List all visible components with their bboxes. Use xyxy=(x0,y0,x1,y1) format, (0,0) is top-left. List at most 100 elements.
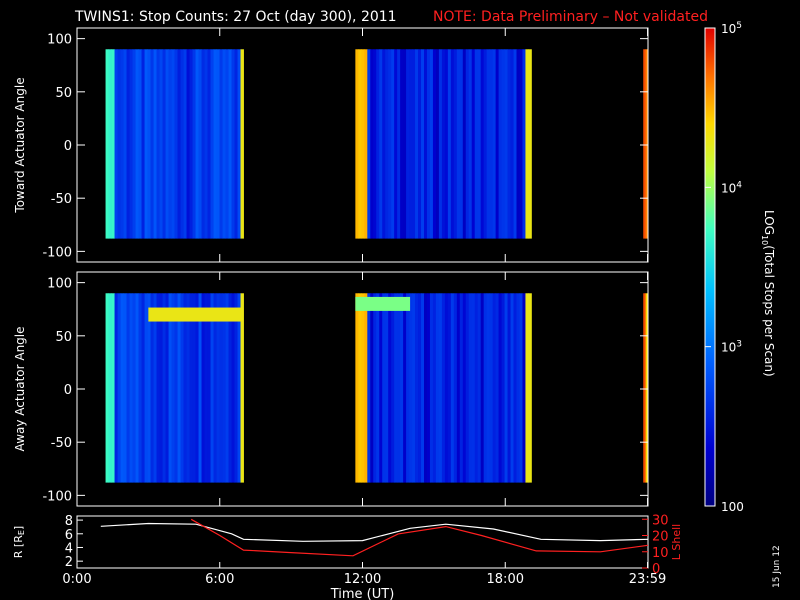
heatmap-column xyxy=(403,293,407,483)
heatmap-column xyxy=(480,49,485,239)
heatmap-column xyxy=(364,293,368,483)
heatmap-column xyxy=(379,293,383,483)
heatmap-column xyxy=(105,293,109,483)
right-tick-label: 0 xyxy=(652,562,660,577)
heatmap-column xyxy=(510,293,514,483)
heatmap-column xyxy=(400,293,404,483)
heatmap-column xyxy=(159,49,163,239)
heatmap-column xyxy=(234,49,238,239)
heatmap-column xyxy=(129,293,133,483)
y-tick-label: -100 xyxy=(42,245,72,260)
heatmap-column xyxy=(409,49,413,239)
heatmap-column xyxy=(204,293,208,483)
heatmap-column xyxy=(415,293,419,483)
heatmap-column xyxy=(424,49,428,239)
heatmap-column xyxy=(406,49,410,239)
heatmap-column xyxy=(129,49,133,239)
heatmap-column xyxy=(516,49,520,239)
left-tick-label: 2 xyxy=(65,555,73,570)
heatmap-column xyxy=(474,49,479,239)
heatmap-column xyxy=(468,293,473,483)
heatmap-column xyxy=(492,49,497,239)
heatmap-column xyxy=(459,49,464,239)
heatmap-column xyxy=(141,293,145,483)
heatmap-column xyxy=(489,49,494,239)
heatmap-column xyxy=(462,49,467,239)
heatmap-column xyxy=(643,49,647,239)
y-tick-label: 50 xyxy=(55,330,72,345)
heatmap-column xyxy=(483,293,488,483)
colorbar-label: LOG10(Total Stops per Scan) xyxy=(760,210,776,377)
heatmap-column xyxy=(147,293,151,483)
heatmap-column xyxy=(424,293,428,483)
heatmap-column xyxy=(165,49,169,239)
heatmap-column xyxy=(177,293,181,483)
heatmap-column xyxy=(174,293,178,483)
heatmap-column xyxy=(444,293,449,483)
heatmap-column xyxy=(525,293,529,483)
heatmap-column xyxy=(438,293,443,483)
heatmap-column xyxy=(225,293,229,483)
heatmap-column xyxy=(201,49,205,239)
heatmap-column xyxy=(228,49,232,239)
heatmap-column xyxy=(213,293,217,483)
away-panel: -100 -50 0 50 100 Away Actuator Angle xyxy=(13,271,649,507)
date-stamp: 15 Jun 12 xyxy=(772,545,782,588)
heatmap-column xyxy=(234,293,238,483)
heatmap-column xyxy=(459,293,464,483)
heatmap-column xyxy=(186,293,190,483)
heatmap-column xyxy=(159,293,163,483)
right-tick-label: 30 xyxy=(652,513,669,528)
heatmap-column xyxy=(162,49,166,239)
heatmap-column xyxy=(643,293,647,483)
heatmap-column xyxy=(429,49,434,239)
heatmap-column xyxy=(453,293,458,483)
heatmap-column xyxy=(135,49,139,239)
heatmap-column xyxy=(367,49,371,239)
heatmap-column xyxy=(132,49,136,239)
heatmap-column xyxy=(522,293,526,483)
x-tick-label: 0:00 xyxy=(62,572,91,587)
heatmap-column xyxy=(123,293,127,483)
heatmap-column xyxy=(507,293,511,483)
heatmap-column xyxy=(376,293,380,483)
heatmap-column xyxy=(406,293,410,483)
heatmap-column xyxy=(462,293,467,483)
heatmap-column xyxy=(418,49,422,239)
heatmap-column xyxy=(477,293,482,483)
heatmap-column xyxy=(370,293,374,483)
heatmap-column xyxy=(126,49,130,239)
toward-panel: -100 -50 0 50 100 Toward Actuator Angle xyxy=(13,27,649,263)
heatmap-column xyxy=(492,293,497,483)
heatmap-column xyxy=(219,49,223,239)
heatmap-column xyxy=(385,49,389,239)
heatmap-column xyxy=(471,293,476,483)
heatmap-column xyxy=(207,293,211,483)
heatmap-column xyxy=(216,49,220,239)
heatmap-column xyxy=(495,293,499,483)
heatmap-column xyxy=(447,49,452,239)
heatmap-column xyxy=(441,293,446,483)
heatmap-column xyxy=(105,49,109,239)
y-tick-label: 50 xyxy=(55,86,72,101)
heatmap-column xyxy=(409,293,413,483)
y-axis-label: Toward Actuator Angle xyxy=(13,77,27,213)
heatmap-column xyxy=(150,293,154,483)
colorbar-tick-label: 103 xyxy=(721,340,742,355)
heatmap-column xyxy=(486,49,491,239)
y-tick-label: 100 xyxy=(47,33,72,48)
colorbar-tick-label: 105 xyxy=(721,21,742,36)
heatmap-band xyxy=(355,296,411,311)
heatmap-column xyxy=(504,293,508,483)
heatmap-column xyxy=(171,49,175,239)
heatmap-column xyxy=(225,49,229,239)
heatmap-column xyxy=(195,49,199,239)
heatmap-column xyxy=(168,49,172,239)
left-tick-label: 6 xyxy=(65,528,73,543)
heatmap-column xyxy=(379,49,383,239)
heatmap-column xyxy=(504,49,508,239)
heatmap-column xyxy=(456,293,461,483)
heatmap-column xyxy=(120,49,124,239)
heatmap-column xyxy=(426,293,431,483)
heatmap-column xyxy=(207,49,211,239)
